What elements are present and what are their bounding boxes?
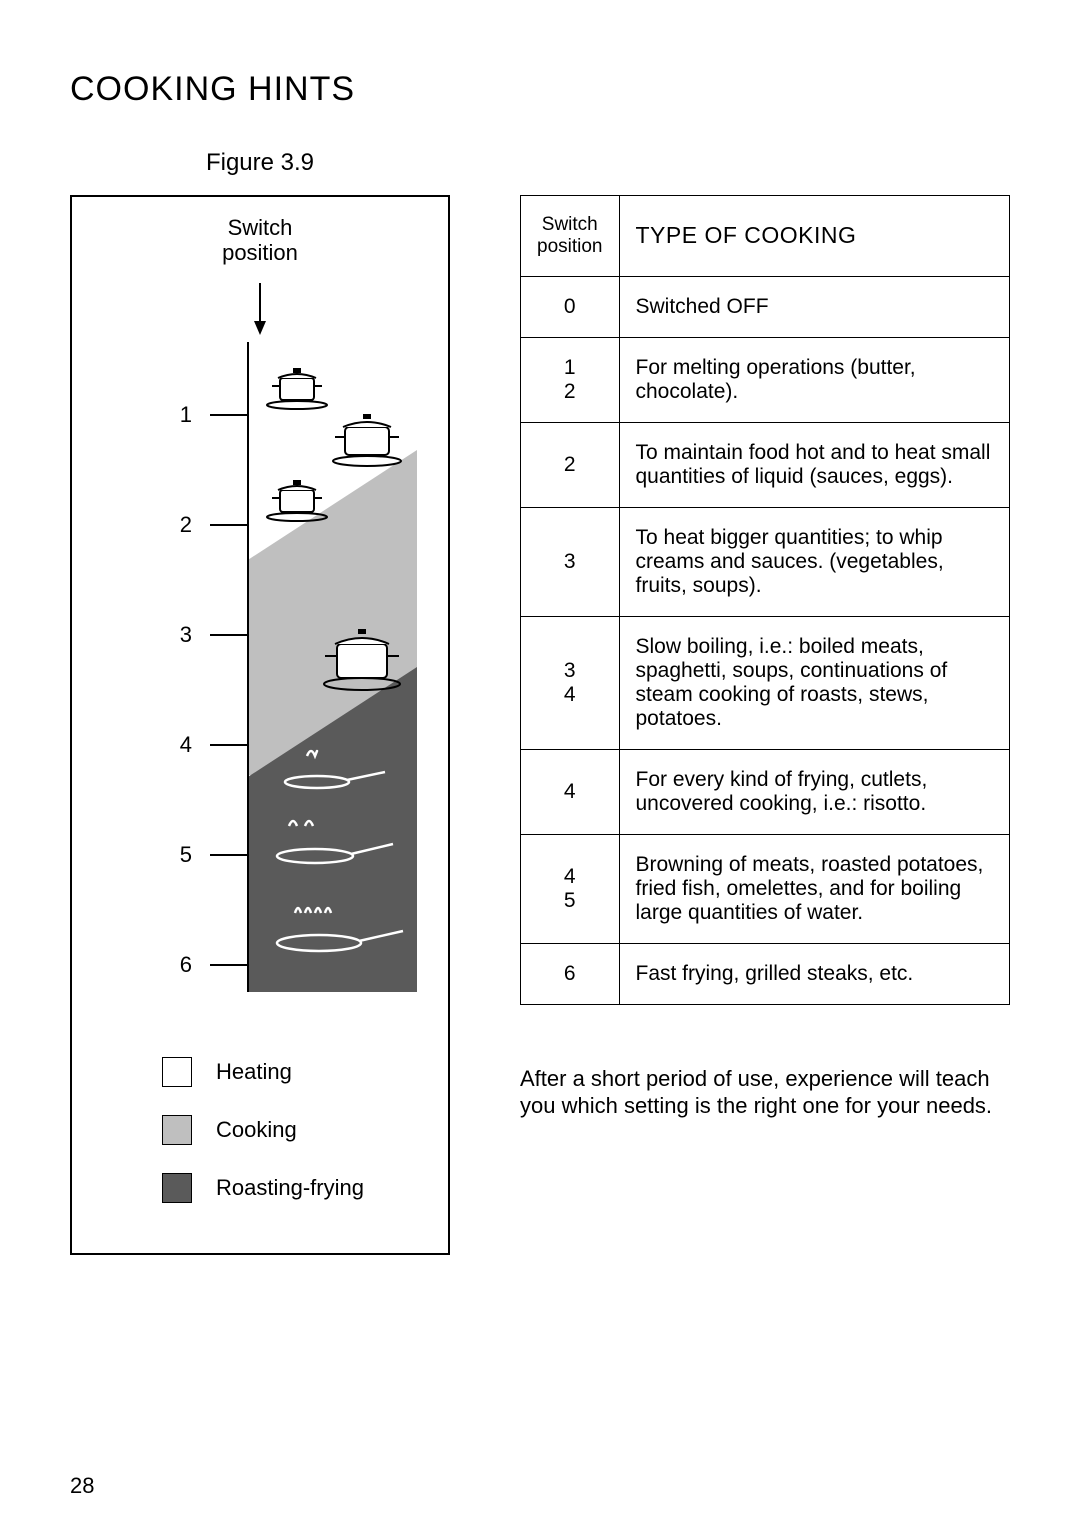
tick: 3 <box>162 622 247 648</box>
heat-diagram: Switch position <box>70 195 450 1255</box>
table-row: 0Switched OFF <box>521 276 1010 337</box>
table-row: 2To maintain food hot and to heat small … <box>521 422 1010 507</box>
table-row: 45Browning of meats, roasted potatoes, f… <box>521 834 1010 943</box>
legend-swatch <box>162 1057 192 1087</box>
cell-position: 34 <box>521 616 620 749</box>
cell-position: 3 <box>521 507 620 616</box>
cooking-table: Switch position TYPE OF COOKING 0Switche… <box>520 195 1010 1005</box>
cell-description: Slow boiling, i.e.: boiled meats, spaghe… <box>619 616 1010 749</box>
pan-icon <box>267 897 407 962</box>
cell-position: 45 <box>521 834 620 943</box>
table-row: 12For melting operations (butter, chocol… <box>521 337 1010 422</box>
page-number: 28 <box>70 1473 94 1499</box>
axis-line <box>247 342 249 992</box>
legend-item: Cooking <box>162 1115 364 1145</box>
table-header-position: Switch position <box>521 196 620 277</box>
legend-item: Heating <box>162 1057 364 1087</box>
arrow-down-icon <box>252 283 268 340</box>
heat-gradient <box>247 342 417 992</box>
cell-description: Browning of meats, roasted potatoes, fri… <box>619 834 1010 943</box>
cell-description: For melting operations (butter, chocolat… <box>619 337 1010 422</box>
table-row: 3To heat bigger quantities; to whip crea… <box>521 507 1010 616</box>
pan-icon <box>277 742 387 797</box>
page-title: COOKING HINTS <box>70 70 1010 109</box>
cell-position: 2 <box>521 422 620 507</box>
heat-axis: 1 2 3 4 5 6 <box>162 342 247 992</box>
tick: 1 <box>162 402 247 428</box>
cell-description: Switched OFF <box>619 276 1010 337</box>
figure-caption: Figure 3.9 <box>70 149 450 177</box>
footnote-text: After a short period of use, experience … <box>520 1065 1010 1120</box>
cell-description: To heat bigger quantities; to whip cream… <box>619 507 1010 616</box>
legend: Heating Cooking Roasting-frying <box>162 1057 364 1231</box>
pan-icon <box>267 812 397 872</box>
pot-icon <box>327 407 407 472</box>
cell-description: For every kind of frying, cutlets, uncov… <box>619 749 1010 834</box>
cell-position: 0 <box>521 276 620 337</box>
cell-description: Fast frying, grilled steaks, etc. <box>619 943 1010 1004</box>
cell-description: To maintain food hot and to heat small q… <box>619 422 1010 507</box>
legend-swatch <box>162 1173 192 1203</box>
cell-position: 12 <box>521 337 620 422</box>
table-row: 6Fast frying, grilled steaks, etc. <box>521 943 1010 1004</box>
tick: 2 <box>162 512 247 538</box>
pot-icon <box>262 472 332 527</box>
tick: 4 <box>162 732 247 758</box>
pot-icon <box>317 622 407 697</box>
cell-position: 6 <box>521 943 620 1004</box>
tick: 5 <box>162 842 247 868</box>
tick: 6 <box>162 952 247 978</box>
cell-position: 4 <box>521 749 620 834</box>
table-row: 4For every kind of frying, cutlets, unco… <box>521 749 1010 834</box>
pot-icon <box>262 360 332 415</box>
table-header-type: TYPE OF COOKING <box>619 196 1010 277</box>
switch-position-label: Switch position <box>222 215 298 266</box>
legend-item: Roasting-frying <box>162 1173 364 1203</box>
table-row: 34Slow boiling, i.e.: boiled meats, spag… <box>521 616 1010 749</box>
legend-swatch <box>162 1115 192 1145</box>
